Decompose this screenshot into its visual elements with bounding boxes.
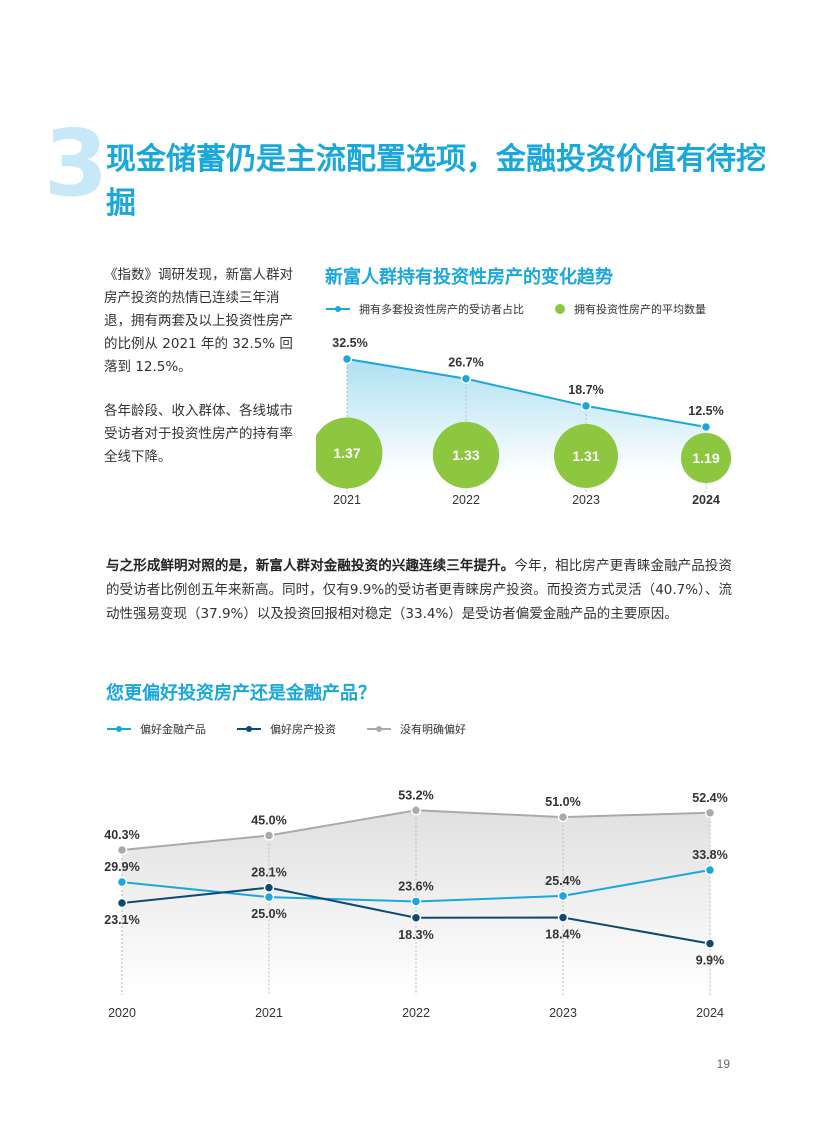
chart1-plot: 32.5% 26.7% 18.7% 12.5% 1.37 1.33 1.31 1.19 2021… bbox=[316, 336, 732, 507]
page-number: 19 bbox=[716, 1057, 730, 1071]
chart2-legend-item-finance: 偏好金融产品 bbox=[106, 721, 206, 737]
chart1-legend-item-share: 拥有多套投资性房产的受访者占比 bbox=[325, 301, 524, 317]
chart1-legend-item-avg: 拥有投资性房产的平均数量 bbox=[554, 301, 706, 317]
chart2-point bbox=[116, 844, 128, 856]
line-marker-icon bbox=[107, 726, 131, 732]
chart2-point bbox=[557, 811, 569, 823]
intro-text: 《指数》调研发现，新富人群对房产投资的热情已连续三年消退，拥有两套及以上投资性房… bbox=[104, 264, 304, 490]
chart2-data-label: 53.2% bbox=[398, 788, 433, 802]
chart2-point bbox=[263, 830, 275, 841]
chart1-bubble-label: 1.33 bbox=[452, 447, 479, 463]
chart2-data-label: 29.9% bbox=[104, 860, 139, 874]
chart2-point bbox=[410, 912, 422, 924]
section-title: 现金储蓄仍是主流配置选项，金融投资价值有待挖掘 bbox=[106, 142, 766, 221]
chart2-data-label: 25.4% bbox=[545, 874, 580, 888]
chart1-bubble-label: 1.37 bbox=[333, 445, 360, 461]
chart2-x-tick-label: 2020 bbox=[108, 1006, 136, 1020]
chart2-data-label: 40.3% bbox=[104, 828, 139, 842]
chart2-data-label: 33.8% bbox=[692, 848, 727, 862]
line-marker-icon bbox=[237, 726, 261, 732]
chart1-legend: 拥有多套投资性房产的受访者占比 拥有投资性房产的平均数量 bbox=[325, 301, 736, 317]
chart1-point bbox=[460, 373, 472, 384]
intro-paragraph-1: 《指数》调研发现，新富人群对房产投资的热情已连续三年消退，拥有两套及以上投资性房… bbox=[104, 267, 293, 375]
chart2-point bbox=[557, 912, 569, 923]
chart2-point bbox=[263, 882, 275, 893]
chart2-point bbox=[263, 891, 275, 903]
chart2-point bbox=[557, 890, 569, 902]
chart2-plot: 40.3% 45.0% 53.2% 51.0% 52.4% 29.9% 25.0% 23.6%… bbox=[104, 788, 727, 1020]
chart1-legend-label-share: 拥有多套投资性房产的受访者占比 bbox=[359, 303, 524, 316]
chart1-data-label: 18.7% bbox=[568, 383, 603, 397]
chart2-point bbox=[704, 938, 716, 949]
chart2-x-tick-label: 2024 bbox=[696, 1006, 724, 1020]
chart2-title: 您更偏好投资房产还是金融产品？ bbox=[106, 683, 376, 704]
chart2-legend-item-none: 没有明确偏好 bbox=[366, 721, 466, 737]
chart1-bubble bbox=[432, 421, 500, 489]
chart2-data-label: 25.0% bbox=[251, 907, 286, 921]
body-text: 今年，相比房产更青睐金融产品投资的受访者比例创五年来新高。同时，仅有9.9%的受… bbox=[106, 558, 733, 622]
chart2-x-tick-label: 2023 bbox=[549, 1006, 577, 1020]
chart2-data-label: 18.4% bbox=[545, 927, 580, 941]
chart1-legend-label-avg: 拥有投资性房产的平均数量 bbox=[574, 303, 706, 316]
chart2-point bbox=[116, 897, 128, 909]
chart2-point bbox=[410, 896, 422, 907]
line-marker-icon bbox=[326, 306, 350, 312]
chart1-bubble bbox=[680, 432, 732, 484]
chart1-point bbox=[341, 353, 353, 365]
chart2-x-tick-label: 2022 bbox=[402, 1006, 430, 1020]
chart1-series-line bbox=[346, 358, 707, 428]
chart1-bubble-label: 1.31 bbox=[572, 448, 599, 464]
chart1-data-label: 26.7% bbox=[448, 356, 483, 370]
chart2-legend-label-finance: 偏好金融产品 bbox=[140, 723, 206, 736]
chart1-bubble bbox=[554, 424, 618, 488]
intro-paragraph-2: 各年龄段、收入群体、各线城市受访者对于投资性房产的持有率全线下降。 bbox=[104, 403, 293, 465]
chart1-x-tick-label: 2021 bbox=[333, 493, 361, 507]
chart1-data-label: 12.5% bbox=[688, 404, 723, 418]
section-number: 3 bbox=[44, 110, 109, 217]
chart2-data-label: 45.0% bbox=[251, 814, 286, 828]
chart2-legend-item-property: 偏好房产投资 bbox=[236, 721, 336, 737]
chart2-legend: 偏好金融产品 偏好房产投资 没有明确偏好 bbox=[106, 721, 496, 737]
chart2-point bbox=[704, 864, 716, 876]
chart2-legend-label-none: 没有明确偏好 bbox=[400, 723, 466, 736]
chart1-point bbox=[700, 421, 712, 433]
line-marker-icon bbox=[367, 726, 391, 732]
chart1-x-tick-label: 2022 bbox=[452, 493, 480, 507]
chart2-data-label: 18.3% bbox=[398, 928, 433, 942]
chart2-data-label: 51.0% bbox=[545, 795, 580, 809]
chart1-bubble-label: 1.19 bbox=[692, 450, 719, 466]
chart2-data-label: 23.6% bbox=[398, 879, 433, 893]
chart1-bubble bbox=[316, 417, 383, 489]
chart2-point bbox=[116, 876, 128, 888]
chart2-data-label: 23.1% bbox=[104, 913, 139, 927]
body-bold-lead: 与之形成鲜明对照的是，新富人群对金融投资的兴趣连续三年提升。 bbox=[106, 558, 515, 574]
chart2-data-label: 52.4% bbox=[692, 791, 727, 805]
chart2-data-label: 9.9% bbox=[696, 954, 725, 968]
chart2-legend-label-property: 偏好房产投资 bbox=[270, 723, 336, 736]
chart1-data-label: 32.5% bbox=[332, 336, 367, 350]
chart1-point bbox=[580, 400, 592, 412]
chart2-point bbox=[704, 807, 716, 819]
chart1-x-tick-label: 2024 bbox=[692, 493, 720, 507]
body-paragraph: 与之形成鲜明对照的是，新富人群对金融投资的兴趣连续三年提升。今年，相比房产更青睐… bbox=[106, 554, 732, 626]
chart2-data-label: 28.1% bbox=[251, 866, 286, 880]
chart2-point bbox=[410, 805, 422, 816]
chart1-x-tick-label: 2023 bbox=[572, 493, 600, 507]
dot-marker-icon bbox=[555, 304, 565, 314]
chart1-title: 新富人群持有投资性房产的变化趋势 bbox=[325, 267, 613, 288]
chart2-x-tick-label: 2021 bbox=[255, 1006, 283, 1020]
